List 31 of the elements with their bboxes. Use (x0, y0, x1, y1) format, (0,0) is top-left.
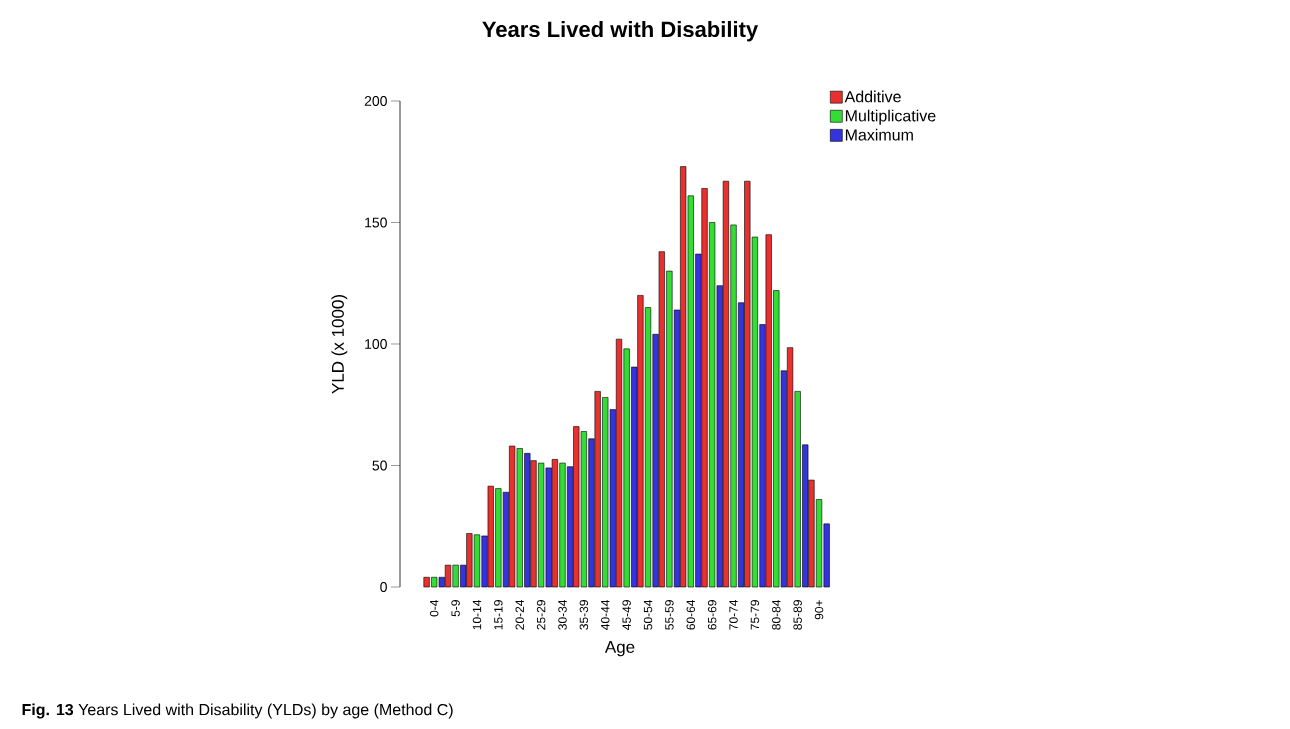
x-tick-label: 70-74 (729, 599, 738, 630)
x-tick-label: 20-24 (515, 599, 524, 630)
legend-label: Maximum (845, 128, 913, 141)
x-tick-label: 55-59 (665, 600, 674, 630)
x-tick-label: 25-29 (536, 600, 546, 630)
x-tick-label: 80-84 (772, 599, 781, 630)
x-tick-label: 10-14 (472, 599, 482, 630)
text: Fig. 13 Years Lived with Disability (YLDs) by age (Method C) (22, 703, 453, 719)
x-tick-label: 5-9 (451, 600, 460, 617)
y-tick-label: 150 (365, 217, 387, 228)
x-tick-label: 30-34 (558, 599, 567, 630)
x-tick-label: 65-69 (707, 600, 717, 630)
y-tick-label: 200 (364, 96, 387, 106)
y-tick-label: 0 (380, 582, 387, 592)
y-tick-label: 100 (365, 339, 387, 349)
legend-label: Multiplicative (845, 109, 936, 125)
x-tick-label: 90+ (814, 600, 824, 620)
chart-title: Years Lived with Disability (482, 20, 759, 42)
x-tick-label: 35-39 (579, 600, 589, 630)
y-axis-title: YLD (x 1000) (331, 295, 348, 394)
x-tick-label: 60-64 (686, 599, 696, 630)
x-axis-title: Age (604, 641, 635, 657)
legend-label: Additive (844, 90, 901, 103)
x-tick-label: 50-54 (643, 599, 653, 630)
x-tick-label: 40-44 (601, 599, 610, 630)
x-tick-label: 85-89 (793, 600, 802, 630)
x-tick-label: 75-79 (750, 600, 760, 630)
x-tick-label: 0-4 (429, 599, 439, 617)
y-tick-label: 50 (372, 460, 387, 471)
x-tick-label: 15-19 (494, 600, 503, 630)
x-tick-label: 45-49 (622, 600, 631, 630)
